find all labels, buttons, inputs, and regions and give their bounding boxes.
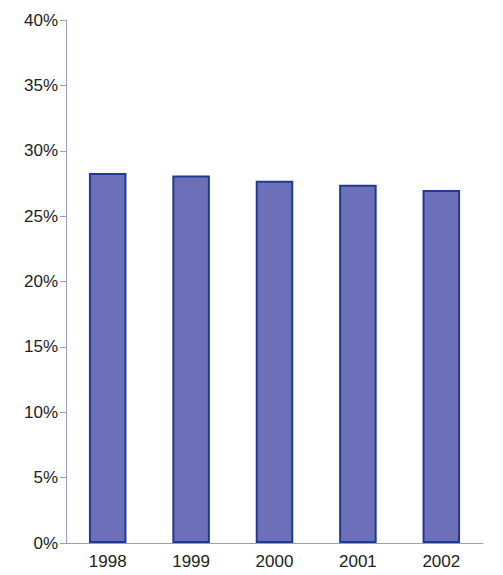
svg-text:2000: 2000 bbox=[256, 552, 294, 571]
svg-text:5%: 5% bbox=[33, 468, 58, 487]
svg-text:1998: 1998 bbox=[89, 552, 127, 571]
svg-text:25%: 25% bbox=[24, 207, 58, 226]
svg-text:20%: 20% bbox=[24, 272, 58, 291]
svg-text:35%: 35% bbox=[24, 76, 58, 95]
svg-text:2001: 2001 bbox=[339, 552, 377, 571]
svg-text:10%: 10% bbox=[24, 403, 58, 422]
svg-text:0%: 0% bbox=[33, 534, 58, 553]
svg-text:15%: 15% bbox=[24, 337, 58, 356]
svg-text:2002: 2002 bbox=[422, 552, 460, 571]
svg-text:40%: 40% bbox=[24, 11, 58, 30]
svg-text:30%: 30% bbox=[24, 141, 58, 160]
svg-text:1999: 1999 bbox=[172, 552, 210, 571]
